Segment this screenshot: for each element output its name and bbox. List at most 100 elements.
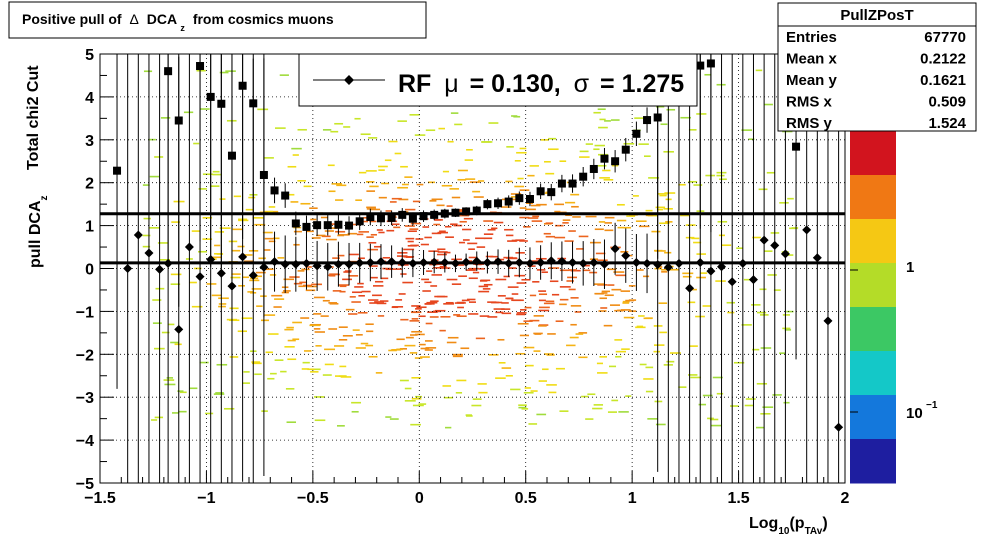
density-cell <box>687 301 696 304</box>
density-cell <box>219 198 226 200</box>
density-cell <box>407 230 417 233</box>
density-cell <box>410 423 421 426</box>
mean-point <box>472 256 482 266</box>
density-cell <box>743 278 751 281</box>
mean-point <box>323 262 333 272</box>
density-cell <box>691 237 700 240</box>
density-cell <box>352 329 360 331</box>
density-cell <box>468 256 478 259</box>
density-cell <box>460 347 470 350</box>
mean-point <box>738 258 748 268</box>
density-cell <box>693 184 703 186</box>
density-cell <box>214 252 223 255</box>
density-cell <box>570 305 582 307</box>
mean-point <box>748 275 758 285</box>
density-cell <box>237 245 245 248</box>
density-cell <box>578 332 588 334</box>
density-cell <box>447 140 454 143</box>
density-cell <box>374 245 382 248</box>
density-cell <box>183 111 194 114</box>
density-cell <box>559 160 567 163</box>
density-cell <box>405 237 415 240</box>
density-cell <box>409 228 419 230</box>
x-tick-label: −1 <box>197 490 215 507</box>
density-cell <box>632 195 639 197</box>
density-cell <box>530 390 538 392</box>
x-tick-label: −1.5 <box>84 490 116 507</box>
density-cell <box>772 394 782 396</box>
density-cell <box>436 253 447 256</box>
density-cell <box>680 214 690 217</box>
density-cell <box>426 301 438 304</box>
density-cell <box>391 197 402 200</box>
mean-point <box>557 256 567 266</box>
mean-point <box>155 264 165 274</box>
density-cell <box>228 240 238 243</box>
density-cell <box>464 159 474 161</box>
sigma-point <box>196 62 205 71</box>
sigma-point <box>206 92 215 101</box>
density-cell <box>412 404 424 407</box>
density-cell <box>202 173 213 176</box>
density-cell <box>752 236 761 239</box>
mean-point <box>599 259 609 269</box>
density-cell <box>511 299 522 302</box>
density-cell <box>374 301 385 303</box>
mean-point <box>301 258 311 268</box>
density-cell <box>439 230 446 233</box>
density-cell <box>574 311 582 313</box>
density-cell <box>527 265 536 267</box>
density-cell <box>459 214 470 217</box>
density-cell <box>385 210 392 212</box>
density-cell <box>462 228 472 231</box>
colorbar-label-1: 1 <box>906 259 914 276</box>
density-cell <box>264 237 274 240</box>
density-cell <box>562 219 571 221</box>
density-cell <box>254 373 262 376</box>
sigma-point <box>227 151 236 160</box>
density-cell <box>791 227 799 229</box>
density-cell <box>300 202 311 205</box>
density-cell <box>531 220 543 222</box>
sigma-point <box>334 220 343 229</box>
density-cell <box>626 215 636 217</box>
density-cell <box>658 302 668 304</box>
density-cell <box>179 391 187 394</box>
density-cell <box>415 238 424 240</box>
sigma-point <box>313 221 322 230</box>
density-cell <box>696 276 706 279</box>
density-cell <box>546 384 557 386</box>
density-cell <box>350 223 361 226</box>
density-cell <box>696 253 706 255</box>
density-cell <box>311 237 321 239</box>
density-cell <box>218 305 226 308</box>
density-cell <box>338 284 350 286</box>
density-cell <box>310 371 319 373</box>
density-cell <box>505 180 513 183</box>
density-cell <box>442 385 452 387</box>
density-cell <box>409 352 418 354</box>
density-cell <box>434 309 446 312</box>
mean-point <box>174 324 184 334</box>
density-cell <box>328 190 336 193</box>
density-cell <box>358 257 365 260</box>
density-cell <box>468 277 478 280</box>
density-cell <box>391 268 403 270</box>
density-cell <box>289 276 300 278</box>
mean-point <box>493 257 503 267</box>
density-cell <box>621 348 630 350</box>
density-cell <box>354 286 364 288</box>
density-cell <box>482 288 491 290</box>
density-cell <box>481 141 493 143</box>
density-cell <box>275 127 286 129</box>
density-cell <box>468 301 476 303</box>
density-cell <box>688 129 697 131</box>
density-cell <box>264 210 273 213</box>
density-cell <box>653 344 665 346</box>
density-cell <box>472 271 480 274</box>
density-cell <box>458 275 467 277</box>
density-cell <box>329 273 339 275</box>
density-cell <box>604 120 611 122</box>
density-cell <box>635 220 647 223</box>
density-cell <box>669 268 680 271</box>
